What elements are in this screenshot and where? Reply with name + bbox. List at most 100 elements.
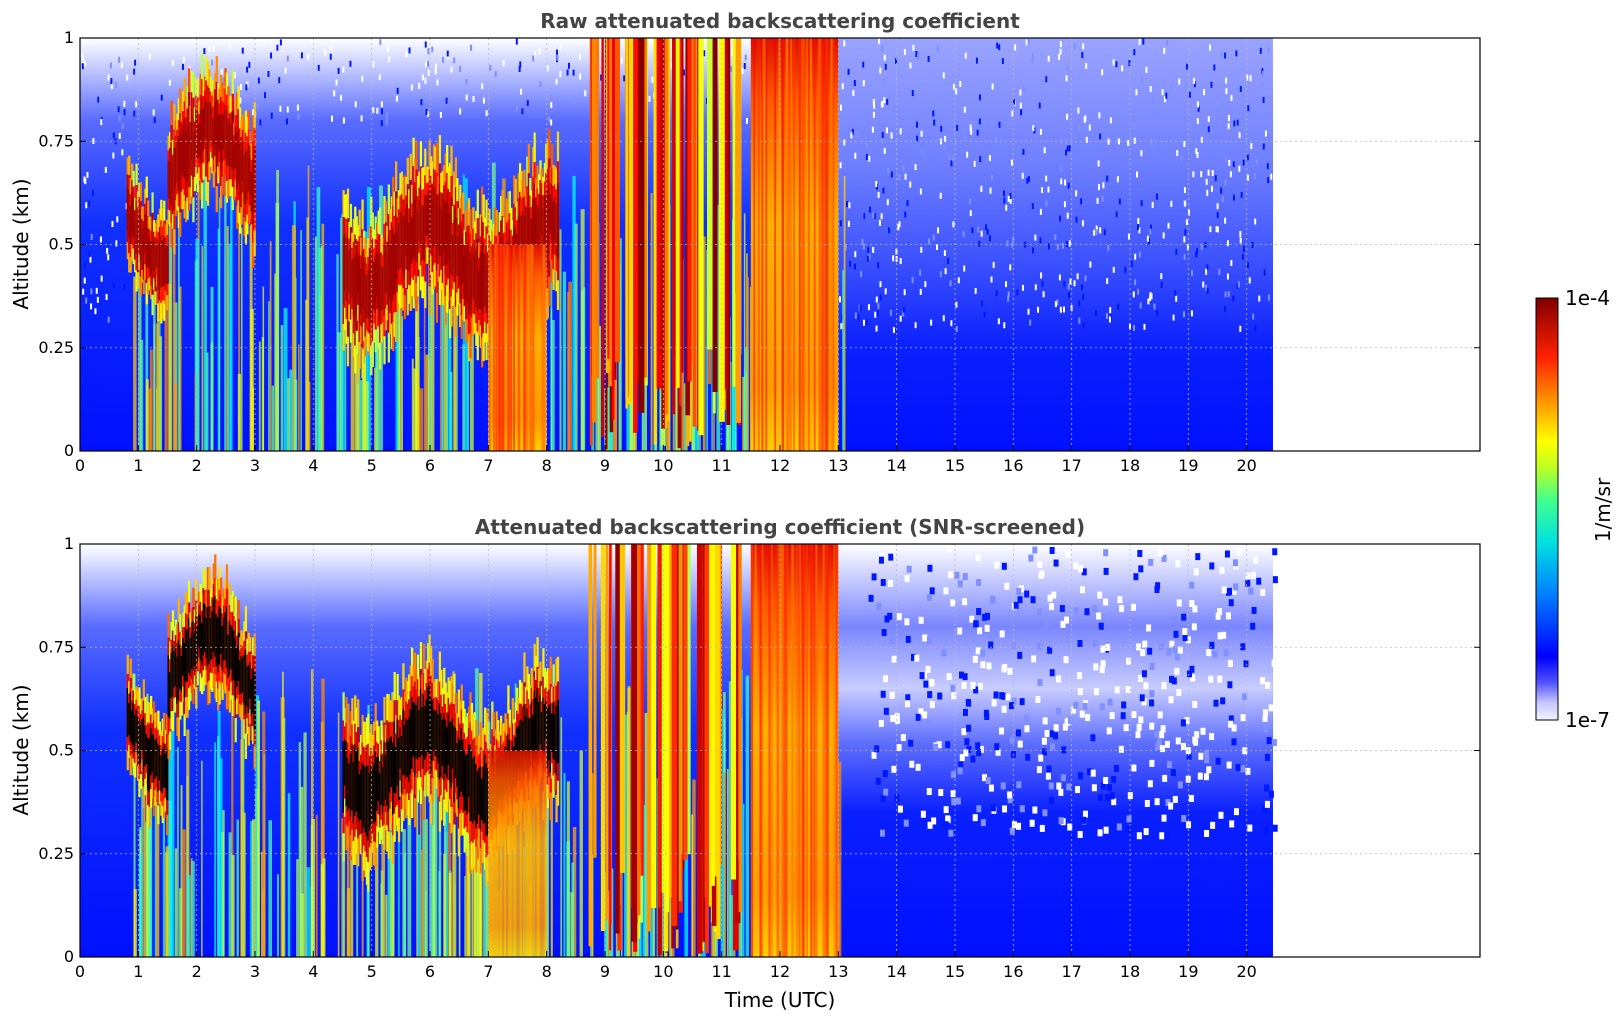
noise-speck (749, 44, 752, 51)
noise-speck (1000, 782, 1006, 790)
noise-speck (385, 119, 388, 126)
noise-speck (839, 162, 842, 169)
cloud-core (147, 737, 150, 790)
noise-speck (1137, 549, 1143, 557)
noise-speck (1097, 591, 1103, 599)
cloud-core (360, 268, 363, 314)
noise-speck (953, 73, 956, 80)
noise-speck (112, 282, 115, 289)
noise-speck (1211, 169, 1214, 176)
noise-speck (929, 587, 935, 595)
cloud-core (167, 655, 170, 717)
noise-speck (875, 296, 878, 303)
precip-streak (776, 544, 779, 957)
noise-speck (1033, 127, 1036, 134)
noise-speck (519, 61, 522, 68)
noise-speck (871, 126, 874, 133)
noise-speck (1161, 814, 1167, 822)
noise-speck (1224, 550, 1230, 558)
noise-speck (1137, 217, 1140, 224)
precip-streak (792, 544, 795, 957)
turbulence-streak (165, 846, 169, 957)
cloud-core (481, 778, 484, 821)
noise-speck (1161, 682, 1167, 690)
noise-speck (1164, 740, 1170, 748)
noise-speck (1064, 105, 1067, 112)
precip-streak (528, 244, 531, 451)
noise-speck (1135, 89, 1138, 96)
cloud-core (387, 235, 390, 312)
cloud-core (161, 239, 164, 287)
turbulence-streak (310, 669, 314, 957)
noise-speck (555, 49, 558, 56)
noise-speck (459, 108, 462, 115)
noise-speck (897, 805, 903, 813)
convective-column (698, 38, 704, 436)
noise-speck (1112, 266, 1115, 273)
noise-speck (1039, 208, 1042, 215)
cloud-core (476, 771, 479, 824)
noise-speck (917, 52, 920, 59)
noise-speck (865, 153, 868, 160)
cloud-core (395, 746, 398, 794)
cloud-core (342, 236, 345, 305)
cloud-core (416, 697, 420, 760)
noise-speck (1053, 559, 1059, 567)
turbulence-streak (691, 814, 694, 957)
noise-speck (670, 62, 673, 69)
noise-speck (342, 66, 345, 73)
noise-speck (376, 107, 379, 114)
turbulence-streak (716, 204, 721, 451)
noise-speck (1182, 311, 1185, 318)
cloud-core (152, 734, 156, 784)
noise-speck (1214, 175, 1217, 182)
cloud-core (527, 717, 530, 782)
convective-column (734, 544, 741, 924)
noise-speck (896, 613, 902, 621)
noise-speck (980, 230, 983, 237)
cloud-core (381, 267, 385, 310)
precip-streak (827, 38, 830, 451)
noise-speck (168, 79, 171, 86)
noise-speck (999, 727, 1005, 735)
noise-speck (1105, 643, 1111, 651)
noise-speck (898, 174, 901, 181)
noise-speck (1077, 107, 1080, 114)
turbulence-streak (618, 238, 622, 451)
noise-speck (922, 634, 928, 642)
noise-speck (1263, 269, 1266, 276)
x-axis-label: Time (UTC) (724, 988, 836, 1012)
noise-speck (966, 151, 969, 158)
noise-speck (861, 238, 864, 245)
x-tick-label: 18 (1120, 962, 1140, 981)
noise-speck (873, 102, 876, 109)
noise-speck (955, 797, 961, 805)
noise-speck (396, 87, 399, 94)
cloud-core (413, 199, 417, 259)
turbulence-streak (255, 695, 260, 957)
noise-speck (876, 310, 879, 317)
noise-speck (160, 94, 163, 101)
turbulence-streak (219, 758, 223, 957)
x-tick-label: 1 (133, 962, 143, 981)
noise-speck (1029, 319, 1032, 326)
noise-speck (1060, 620, 1066, 628)
noise-speck (286, 55, 289, 62)
noise-speck (1225, 612, 1231, 620)
noise-speck (439, 111, 442, 118)
noise-speck (1009, 736, 1015, 744)
turbulence-streak (159, 336, 163, 451)
cloud-core (543, 703, 547, 757)
noise-speck (989, 187, 992, 194)
convective-column (593, 544, 597, 858)
noise-speck (470, 44, 473, 51)
noise-speck (1176, 599, 1182, 607)
precip-streak (513, 244, 516, 451)
noise-speck (1143, 828, 1149, 836)
convective-column (653, 38, 657, 445)
precip-streak (798, 38, 801, 451)
noise-speck (1101, 195, 1104, 202)
noise-speck (1006, 240, 1009, 247)
noise-speck (959, 80, 962, 87)
turbulence-streak (563, 773, 566, 957)
